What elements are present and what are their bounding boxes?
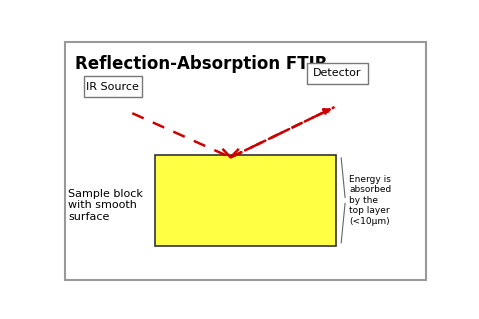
Text: Sample block
with smooth
surface: Sample block with smooth surface — [68, 189, 143, 222]
Text: IR Source: IR Source — [86, 82, 139, 92]
Bar — [84, 76, 142, 97]
Bar — [155, 155, 336, 246]
Text: Energy is
absorbed
by the
top layer
(<10µm): Energy is absorbed by the top layer (<10… — [349, 175, 391, 226]
Text: Detector: Detector — [313, 68, 362, 78]
Text: Reflection-Absorption FTIR: Reflection-Absorption FTIR — [75, 56, 327, 73]
Bar — [307, 63, 368, 84]
